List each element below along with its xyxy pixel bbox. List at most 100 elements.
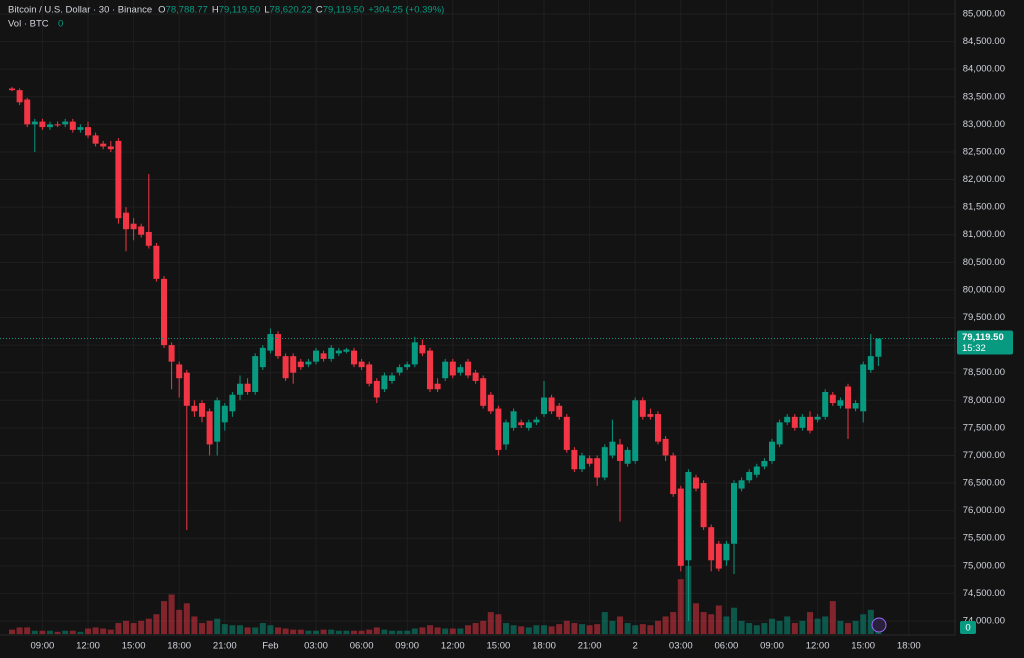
volume-bar [115,623,122,634]
candle-body [92,135,99,144]
candle-body [518,422,525,426]
x-tick-label: 12:00 [441,641,465,652]
candle-body [829,394,836,404]
candle-body [275,334,281,357]
volume-bar [168,594,175,634]
volume-bar [829,601,836,634]
y-tick-label: 80,000.00 [963,284,1005,295]
ohlc-key: C [316,5,323,16]
candle-body [670,455,677,495]
volume-bar [465,625,471,634]
volume-bar [434,627,441,634]
volume-bar [237,625,243,634]
candle-body [335,350,342,354]
symbol-title[interactable]: Bitcoin / U.S. Dollar · 30 · Binance [8,5,152,16]
candle-body [419,345,426,354]
candle-body [715,543,722,569]
volume-bar [609,620,616,634]
volume-bar [556,624,563,634]
candle-body [837,400,844,406]
candle-body [814,416,821,420]
volume-bar [259,623,266,634]
candle-body [47,124,53,128]
volume-bar [427,625,433,634]
volume-bar [655,620,661,634]
x-tick-label: 18:00 [897,641,921,652]
y-tick-label: 76,500.00 [963,478,1005,489]
candle-body [373,380,380,398]
volume-bar [563,620,570,634]
candle-body [328,347,335,359]
candle-body [221,405,228,423]
volume-bar [723,616,730,634]
ohlc-key: L [264,5,269,16]
volume-bar [389,630,395,634]
candle-body [753,466,760,475]
volume-bar [525,627,532,634]
candle-body [845,386,851,409]
volume-bar [442,628,449,634]
volume-bar [381,629,388,634]
candle-body [305,361,312,365]
volume-bar [495,614,502,634]
volume-bar [24,627,31,634]
volume-bar [252,627,259,634]
candle-body [784,416,791,423]
candle-body [214,400,221,442]
alert-icon[interactable] [871,617,887,633]
y-tick-label: 77,000.00 [963,450,1005,461]
candle-body [31,121,38,125]
candle-body [313,350,319,362]
y-tick-label: 82,500.00 [963,146,1005,157]
volume-bar [510,625,517,634]
y-tick-label: 78,000.00 [963,395,1005,406]
candle-body [738,480,745,489]
candle-body [852,403,859,409]
volume-bar [320,629,327,634]
overlay: Bitcoin / U.S. Dollar · 30 · Binance Vol… [0,5,1013,652]
candle-body [579,455,585,470]
volume-bar [632,625,639,634]
candle-body [411,342,418,365]
candle-body [259,347,266,368]
y-tick-label: 74,000.00 [963,616,1005,627]
volume-bar [480,620,487,634]
candle-body [442,361,449,379]
volume-value: 0 [58,19,63,30]
candle-body [396,367,403,373]
volume-bar [738,620,745,634]
candle-body [366,364,373,384]
candle-body [39,121,46,128]
x-tick-label: 18:00 [167,641,191,652]
candle-body [457,367,464,373]
volume-bar [404,630,411,634]
last-price-label: 79,119.50 [962,332,1004,343]
volume-axis-label: 0 [965,623,970,634]
candle-body [791,416,798,428]
volume-bar [449,628,456,634]
y-tick-label: 80,500.00 [963,257,1005,268]
x-tick-label: 09:00 [31,641,55,652]
candle-body [381,375,388,390]
candle-body [153,245,160,279]
candle-body [191,405,198,412]
candle-body [434,383,441,390]
candle-body [860,364,867,412]
volume-bar [343,630,350,634]
candle-body [875,338,882,357]
last-price-tag [957,330,1013,355]
candle-body [9,88,15,91]
volume-bar [860,614,867,634]
volume-bar [396,630,403,634]
volume-axis-tag [960,621,976,634]
volume-bar [807,612,813,634]
candle-body [510,411,517,428]
candle-body [404,364,411,368]
candle-body [503,422,509,445]
volume-bar [769,618,775,634]
volume-bars [9,566,882,634]
candle-body [761,460,768,467]
candle-body [145,231,152,246]
y-tick-label: 75,000.00 [963,560,1005,571]
